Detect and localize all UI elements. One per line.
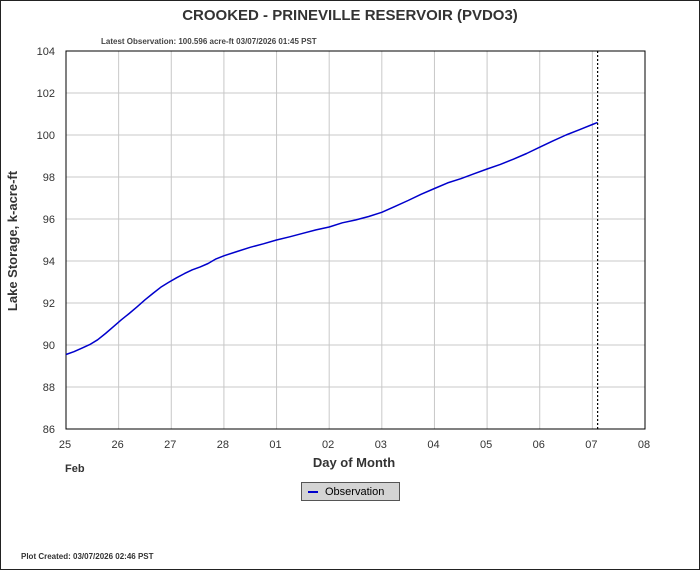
grid-lines — [65, 50, 646, 430]
y-tick-label: 92 — [43, 298, 55, 310]
y-tick-label: 102 — [37, 88, 55, 100]
x-tick-label: 02 — [322, 439, 334, 451]
x-tick-label: 06 — [533, 439, 545, 451]
legend: Observation — [301, 482, 400, 501]
x-tick-label: 26 — [112, 439, 124, 451]
y-tick-label: 94 — [43, 256, 55, 268]
x-axis-ticks: 25 26 27 28 01 02 03 04 05 06 07 08 — [59, 439, 650, 451]
y-tick-label: 96 — [43, 214, 55, 226]
y-axis-ticks: 86 88 90 92 94 96 98 100 102 104 — [37, 46, 55, 436]
plot-created: Plot Created: 03/07/2026 02:46 PST — [21, 552, 154, 561]
y-tick-label: 104 — [37, 46, 55, 58]
x-axis-label: Day of Month — [313, 455, 395, 470]
y-tick-label: 86 — [43, 424, 55, 436]
chart-title: CROOKED - PRINEVILLE RESERVOIR (PVDO3) — [182, 7, 518, 24]
plot-area — [65, 50, 646, 430]
series-group — [65, 121, 598, 356]
y-tick-label: 90 — [43, 340, 55, 352]
latest-observation: Latest Observation: 100.596 acre-ft 03/0… — [101, 37, 317, 46]
x-tick-label: 27 — [164, 439, 176, 451]
y-tick-label: 98 — [43, 172, 55, 184]
x-tick-label: 04 — [427, 439, 439, 451]
x-tick-label: 28 — [217, 439, 229, 451]
x-month-label: Feb — [65, 463, 85, 475]
y-tick-label: 88 — [43, 382, 55, 394]
legend-label: Observation — [325, 485, 385, 498]
legend-swatch — [308, 490, 318, 493]
x-tick-label: 03 — [375, 439, 387, 451]
x-tick-label: 05 — [480, 439, 492, 451]
x-tick-label: 01 — [269, 439, 281, 451]
y-tick-label: 100 — [37, 130, 55, 142]
x-tick-label: 07 — [585, 439, 597, 451]
y-axis-label: Lake Storage, k-acre-ft — [5, 170, 20, 311]
x-tick-label: 25 — [59, 439, 71, 451]
series-line-observation — [65, 121, 598, 356]
x-tick-label: 08 — [638, 439, 650, 451]
